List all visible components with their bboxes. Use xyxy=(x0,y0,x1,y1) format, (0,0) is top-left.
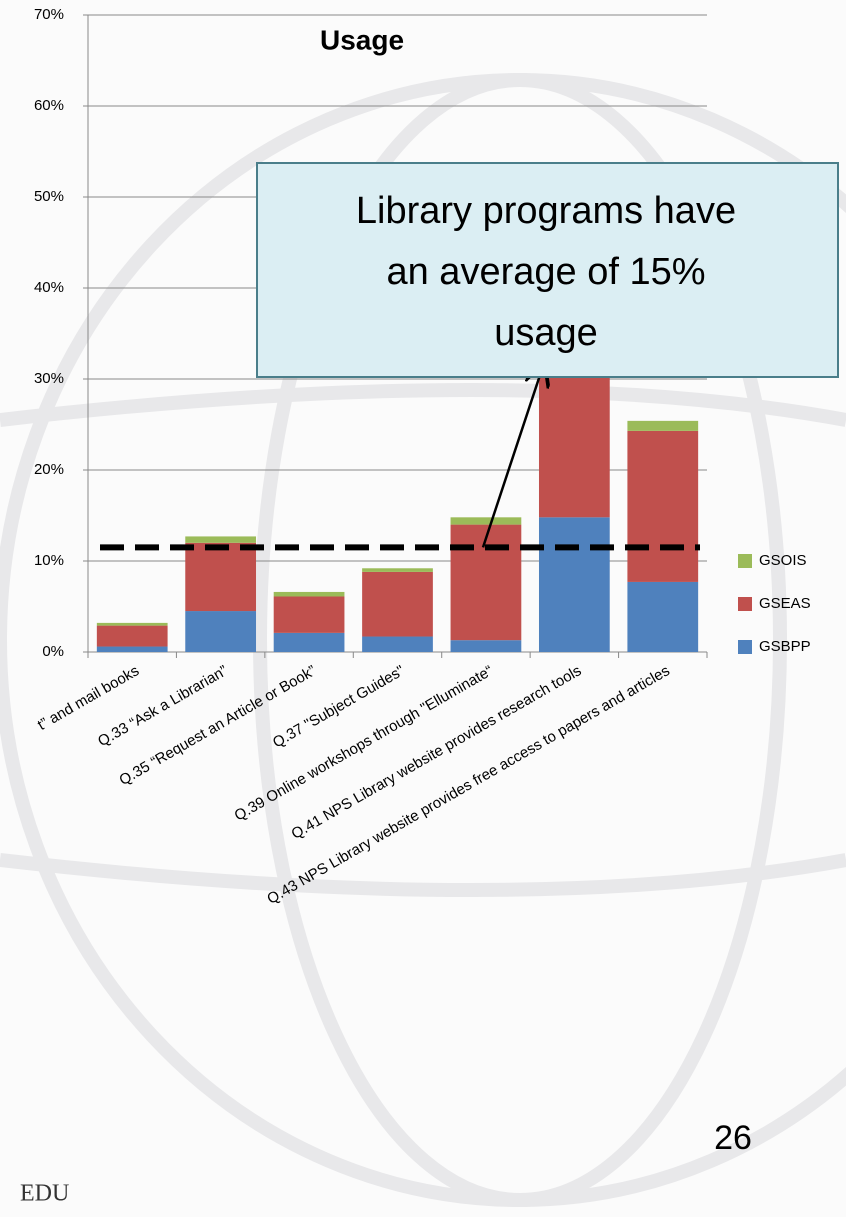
slide-number: 26 xyxy=(714,1119,752,1157)
bar-segment xyxy=(273,596,345,633)
bar-segment xyxy=(450,640,522,652)
chart-title: Usage xyxy=(320,24,404,55)
annotation-arrow xyxy=(481,366,543,548)
bar-segment xyxy=(185,536,257,543)
legend-label: GSOIS xyxy=(759,552,807,569)
annotation-line: an average of 15% xyxy=(386,251,705,293)
y-tick-label: 10% xyxy=(34,552,64,569)
overlay: Library programs have an average of 15% … xyxy=(256,162,839,378)
bar-segment xyxy=(627,430,699,582)
bar-segment xyxy=(185,542,257,612)
footer: EDU xyxy=(20,1181,69,1207)
annotation-line: Library programs have xyxy=(356,190,736,232)
legend-swatch xyxy=(738,597,752,611)
bar-segment xyxy=(273,632,345,652)
legend-label: GSEAS xyxy=(759,595,811,612)
bar-segment xyxy=(273,591,345,597)
bar-segment xyxy=(96,646,168,652)
y-tick-label: 50% xyxy=(34,188,64,205)
y-tick-label: 40% xyxy=(34,279,64,296)
bar-segment xyxy=(96,622,168,626)
y-tick-label: 60% xyxy=(34,97,64,114)
bar-segment xyxy=(362,571,433,637)
bar-segment xyxy=(450,524,522,641)
legend-swatch xyxy=(738,554,752,568)
bar-segment xyxy=(627,581,699,652)
bar-segment xyxy=(362,568,433,572)
bar-segment xyxy=(538,517,610,652)
bar-segment xyxy=(185,611,257,652)
legend-swatch xyxy=(738,640,752,654)
bar-segment xyxy=(362,636,433,652)
annotation-line: usage xyxy=(494,312,598,354)
y-tick-label: 70% xyxy=(34,6,64,23)
y-tick-label: 30% xyxy=(34,370,64,387)
bar-segment xyxy=(538,367,610,518)
y-tick-label: 20% xyxy=(34,461,64,478)
globe-decoration xyxy=(0,73,846,1207)
y-tick-label: 0% xyxy=(42,643,64,660)
annotation-box xyxy=(256,162,839,378)
bar-segment xyxy=(450,517,522,525)
bar-segment xyxy=(627,420,699,431)
legend-label: GSBPP xyxy=(759,638,811,655)
bar-segment xyxy=(96,625,168,647)
